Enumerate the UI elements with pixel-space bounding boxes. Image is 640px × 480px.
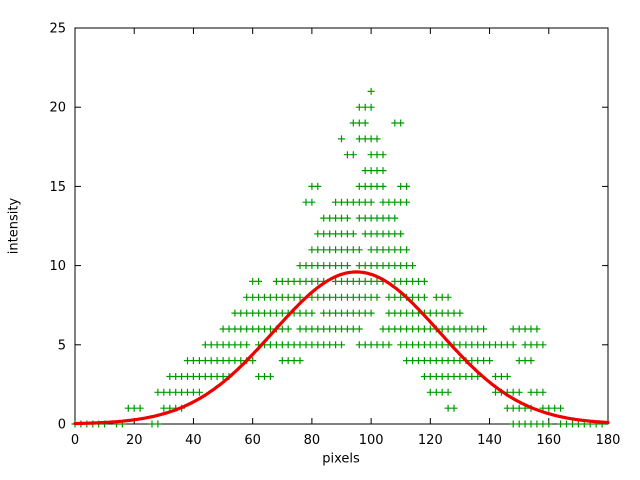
y-axis-title: intensity [6, 197, 22, 255]
plot-border [74, 27, 609, 425]
x-tick-label: 0 [71, 433, 79, 448]
x-tick-label: 80 [304, 433, 321, 448]
x-tick-label: 100 [359, 433, 384, 448]
y-tick-label: 10 [49, 259, 66, 274]
gaussian-fit-curve [73, 270, 610, 426]
x-tick-label: 20 [126, 433, 143, 448]
y-tick-label: 15 [49, 180, 66, 195]
x-tick-label: 120 [418, 433, 443, 448]
x-tick-label: 60 [244, 433, 261, 448]
y-tick-label: 20 [49, 101, 66, 116]
x-tick-label: 40 [185, 433, 202, 448]
y-tick-label: 25 [49, 22, 66, 37]
x-tick-label: 180 [596, 433, 621, 448]
x-tick-label: 140 [477, 433, 502, 448]
y-tick-label: 0 [58, 418, 66, 433]
x-tick-label: 160 [536, 433, 561, 448]
x-axis-title: pixels [322, 451, 360, 467]
y-tick-label: 5 [58, 338, 66, 353]
